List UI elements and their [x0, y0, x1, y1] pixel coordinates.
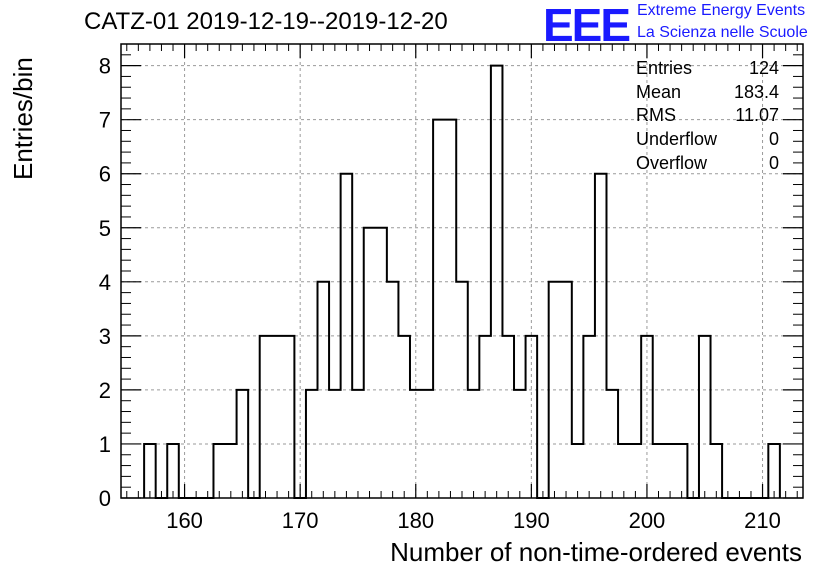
stats-row-underflow: Underflow 0	[636, 128, 779, 152]
x-tick-label: 160	[166, 508, 203, 533]
stats-value: 11.07	[735, 105, 779, 126]
histogram-bin	[514, 390, 526, 498]
tick-labels: 160 170 180 190 200 210 0 1 2 3 4 5 6 7 8	[99, 54, 781, 533]
logo-line-1: Extreme Energy Events	[637, 2, 806, 19]
x-tick-label: 200	[629, 508, 666, 533]
stats-value: 0	[768, 152, 779, 173]
histogram-bin	[271, 336, 283, 498]
histogram-bin	[630, 444, 642, 498]
stats-label: RMS	[636, 105, 676, 126]
histogram-bin	[375, 228, 387, 498]
histogram-bin	[572, 444, 584, 498]
histogram-bin	[364, 228, 376, 498]
axis-ticks	[121, 43, 803, 499]
y-tick-label: 8	[99, 54, 111, 79]
stats-box: Entries 124 Mean 183.4 RMS 11.07 Underflow 0…	[636, 57, 779, 175]
histogram-bin	[468, 390, 480, 498]
histogram-bin	[526, 336, 538, 498]
y-tick-label: 2	[99, 378, 111, 403]
histogram-bin	[456, 282, 468, 498]
stats-row-overflow: Overflow 0	[636, 152, 779, 176]
y-tick-label: 0	[99, 486, 111, 511]
histogram-bin	[606, 390, 618, 498]
histogram-bin	[352, 390, 364, 498]
stats-value: 0	[768, 129, 779, 150]
histogram-bin	[699, 336, 711, 498]
y-tick-label: 1	[99, 432, 111, 457]
y-tick-label: 6	[99, 162, 111, 187]
histogram-bin	[433, 120, 445, 498]
histogram-bin	[583, 336, 595, 498]
histogram-bin	[560, 282, 572, 498]
histogram-bin	[225, 444, 237, 498]
histogram-bin	[618, 444, 630, 498]
stats-label: Entries	[636, 58, 693, 78]
histogram-bin	[422, 390, 434, 498]
histogram-bin	[341, 174, 353, 498]
x-tick-label: 210	[744, 508, 781, 533]
stats-label: Underflow	[636, 129, 718, 150]
y-tick-label: 7	[99, 108, 111, 133]
histogram-bin	[641, 336, 653, 498]
y-tick-label: 5	[99, 216, 111, 241]
histogram-bin	[711, 444, 723, 498]
x-axis-label: Number of non-time-ordered events	[390, 537, 802, 567]
histogram-bin	[283, 336, 295, 498]
histogram-bin	[410, 390, 422, 498]
histogram-bin	[491, 66, 503, 498]
histogram-bin	[318, 282, 330, 498]
y-tick-label: 4	[99, 270, 111, 295]
x-tick-label: 190	[513, 508, 550, 533]
eee-logo: EEE	[543, 0, 631, 51]
grid-lines	[121, 44, 803, 498]
histogram-bin	[329, 390, 341, 498]
histogram-bin	[768, 444, 780, 498]
logo-line-2: La Scienza nelle Scuole	[637, 24, 808, 41]
y-axis-label: Entries/bin	[8, 57, 38, 180]
histogram-bin	[260, 336, 272, 498]
histogram-bin	[549, 282, 561, 498]
stats-label: Mean	[636, 81, 682, 102]
stats-value: 124	[748, 58, 779, 78]
histogram-bin	[213, 444, 225, 498]
histogram-bin	[479, 336, 491, 498]
histogram-bin	[676, 444, 688, 498]
stats-label: Overflow	[636, 152, 708, 173]
histogram-bin	[595, 174, 607, 498]
histogram-bin	[144, 444, 156, 498]
histogram-bin	[237, 390, 249, 498]
histogram-bin	[502, 336, 514, 498]
histogram-bin	[653, 444, 665, 498]
chart-title: CATZ-01 2019-12-19--2019-12-20	[84, 8, 448, 35]
stats-value: 183.4	[733, 81, 779, 102]
histogram-bin	[167, 444, 179, 498]
y-tick-label: 3	[99, 324, 111, 349]
histogram-bin	[306, 390, 318, 498]
stats-row-mean: Mean 183.4	[636, 81, 779, 105]
stats-row-rms: RMS 11.07	[636, 104, 779, 128]
x-tick-label: 180	[397, 508, 434, 533]
histogram-bin	[445, 120, 457, 498]
histogram-bin	[387, 282, 399, 498]
stats-row-entries: Entries 124	[636, 57, 779, 81]
histogram-bin	[398, 336, 410, 498]
histogram-bin	[664, 444, 676, 498]
x-tick-label: 170	[282, 508, 319, 533]
